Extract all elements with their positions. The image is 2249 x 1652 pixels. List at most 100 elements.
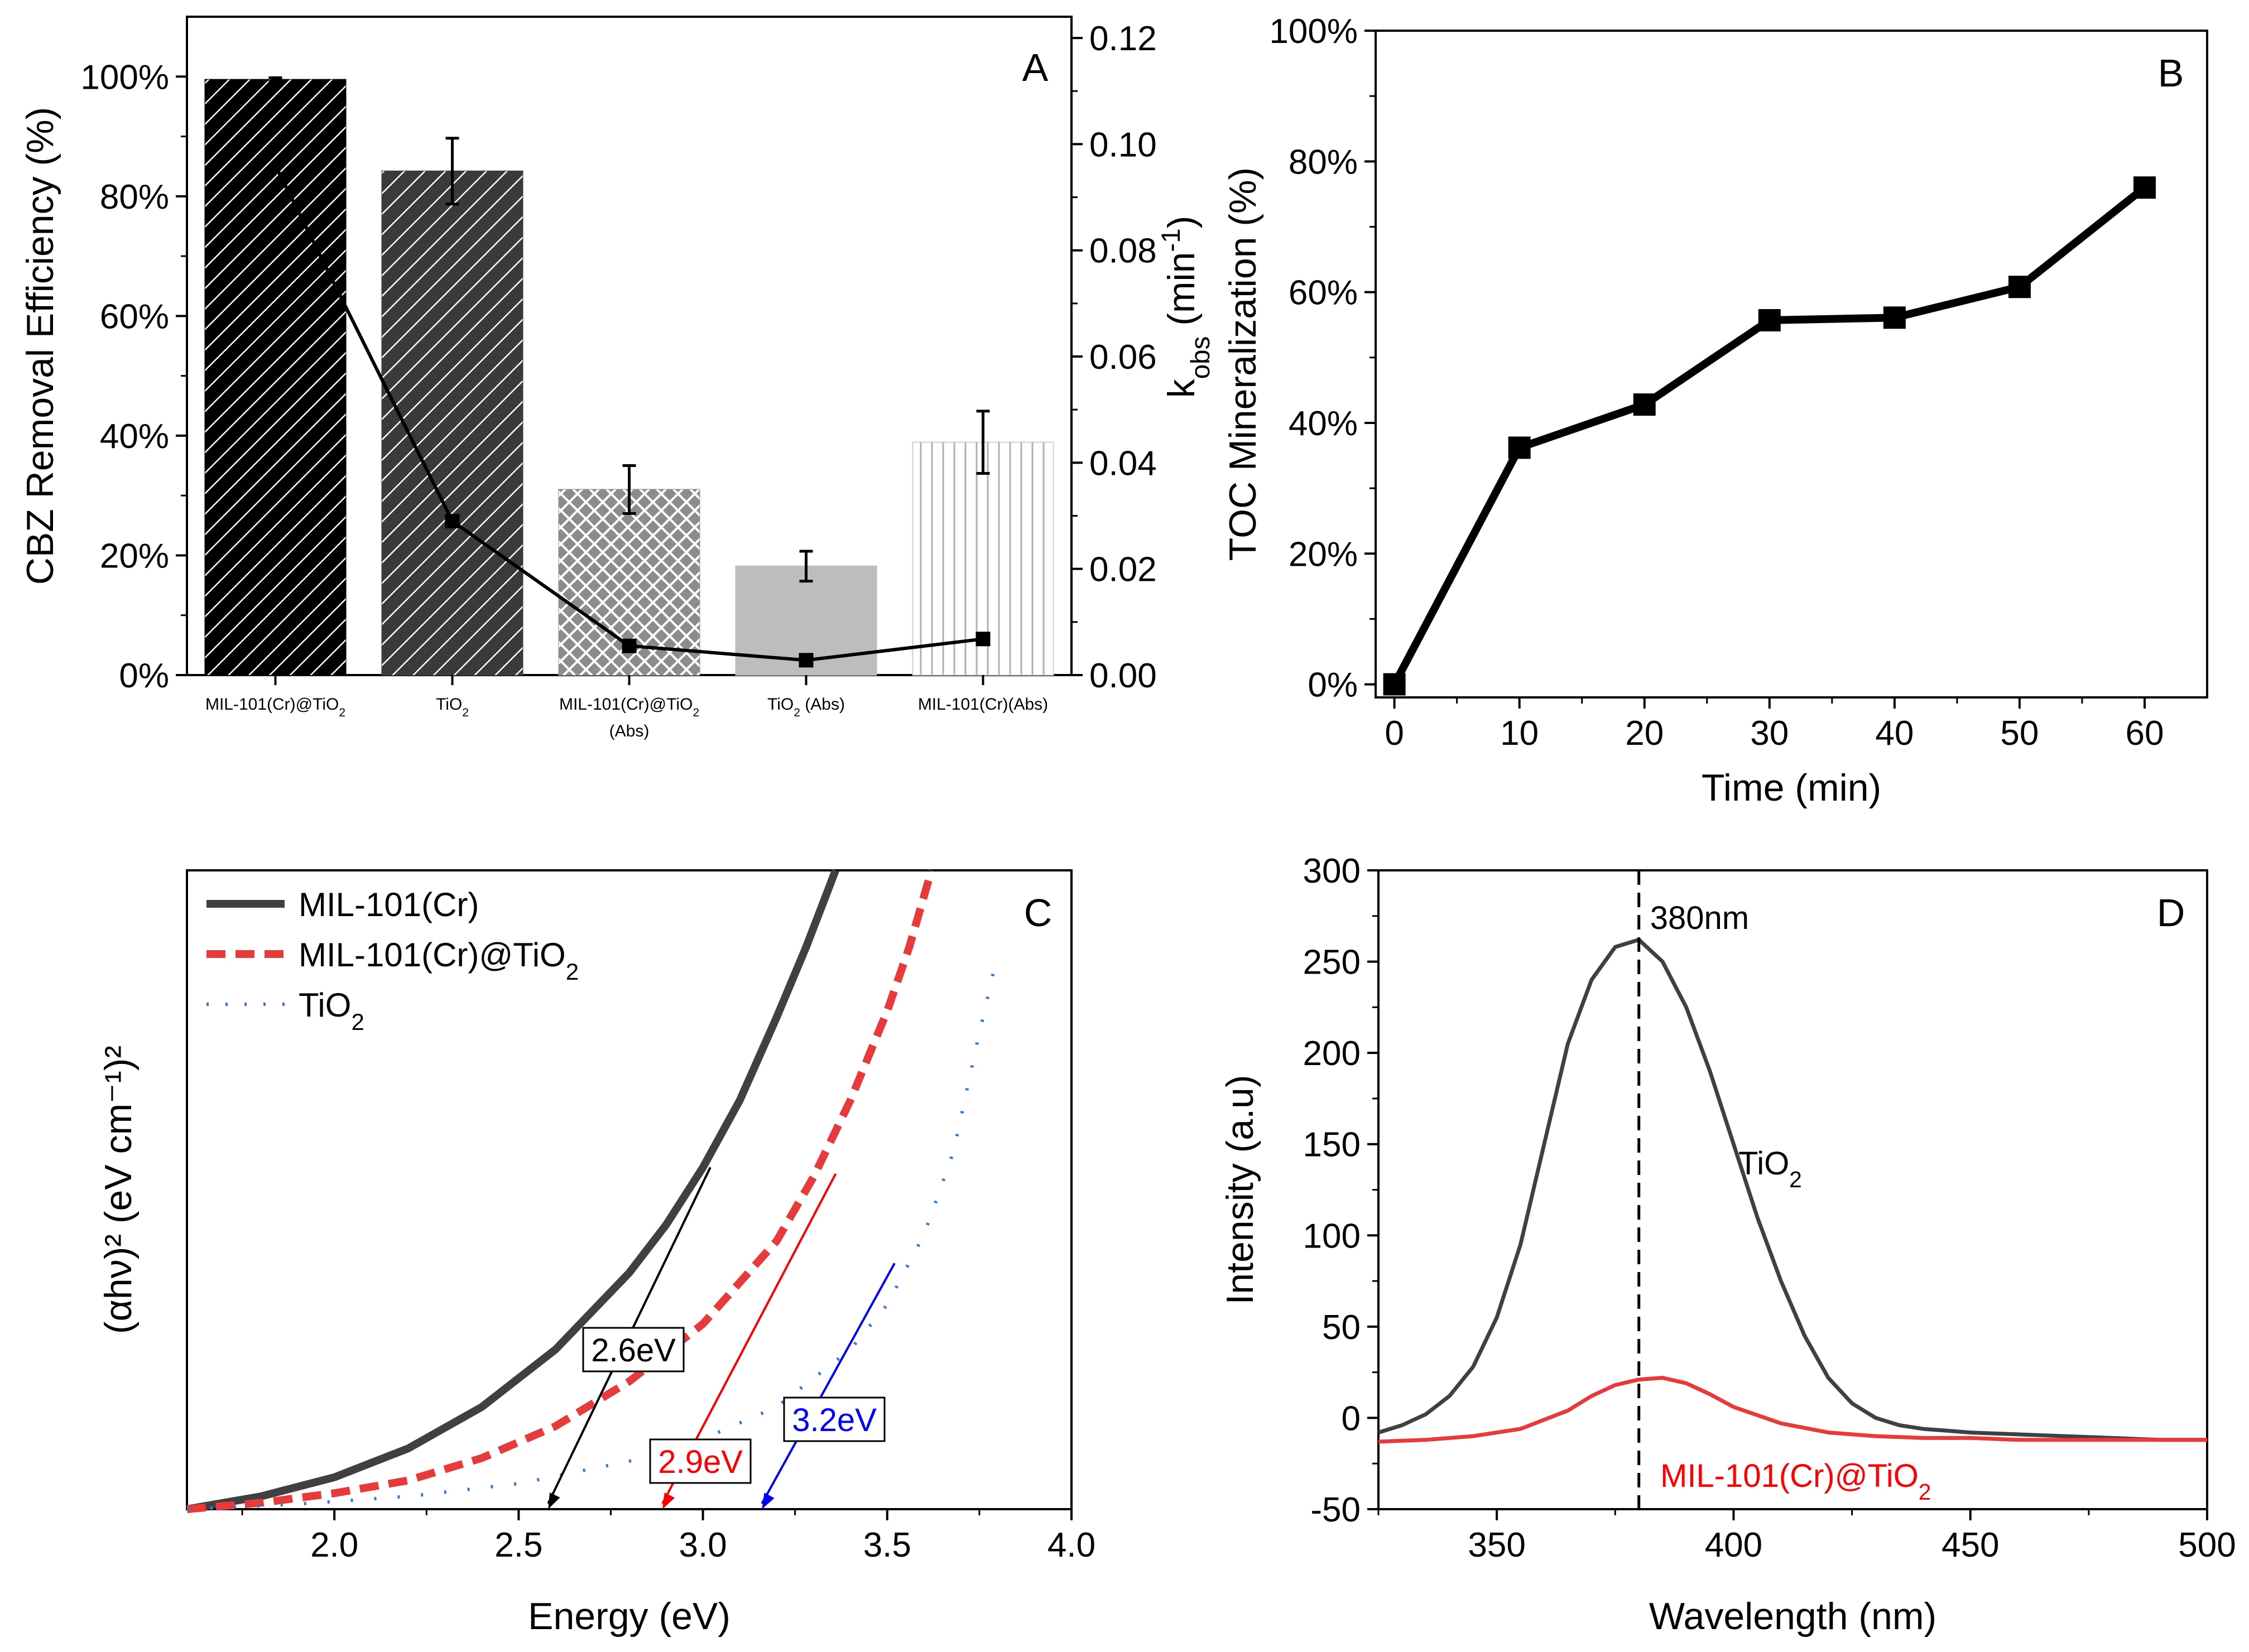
x-tick-label: 50 bbox=[2000, 714, 2039, 753]
series-label-composite: MIL-101(Cr)@TiO2 bbox=[1660, 1458, 1931, 1505]
y-axis-title: CBZ Removal Efficiency (%) bbox=[19, 107, 61, 585]
panel-a: MIL-101(Cr)@TiO2 TiO2 MIL-101(Cr)@TiO2 (Abs… bbox=[19, 16, 1215, 740]
annotation-label: 3.2eV bbox=[792, 1402, 877, 1438]
x-tick-label: TiO2 bbox=[436, 695, 469, 719]
x-tick-label: 500 bbox=[2178, 1526, 2236, 1564]
x-tick-label-line2: (Abs) bbox=[609, 722, 650, 740]
legend-label: MIL-101(Cr) bbox=[299, 886, 479, 923]
toc-point bbox=[2133, 176, 2156, 199]
y-tick-label: 250 bbox=[1303, 943, 1361, 982]
plot-frame bbox=[186, 869, 1073, 1510]
x-tick-label: 0 bbox=[1385, 714, 1404, 753]
pl-spectrum bbox=[1377, 937, 2207, 1442]
y-axis-title: TOC Mineralization (%) bbox=[1222, 167, 1264, 561]
panel-letter: A bbox=[1022, 46, 1049, 89]
toc-point bbox=[1383, 673, 1406, 696]
kobs-point bbox=[445, 514, 460, 529]
x-tick-label: 30 bbox=[1750, 714, 1789, 753]
y2-tick-label: 0.12 bbox=[1089, 20, 1157, 58]
series-line bbox=[186, 869, 839, 1513]
legend-label: TiO2 bbox=[299, 986, 364, 1035]
toc-point bbox=[1633, 393, 1656, 416]
y-tick-label: 20% bbox=[100, 537, 169, 575]
y2-axis-title: kobs (min-1) bbox=[1156, 216, 1215, 398]
x-tick-label: 400 bbox=[1705, 1526, 1762, 1564]
panel-c: 2.0 2.5 3.0 3.5 4.0 MIL-101(Cr) MIL-101(Cr)@Ti… bbox=[97, 869, 1095, 1637]
tangent-line bbox=[761, 1263, 896, 1504]
y-tick-label: 40% bbox=[100, 417, 169, 456]
toc-point bbox=[1758, 309, 1781, 332]
x-axis-title: Wavelength (nm) bbox=[1649, 1595, 1936, 1637]
y-tick-label: 150 bbox=[1303, 1126, 1361, 1164]
bar-pattern bbox=[205, 79, 346, 676]
x-axis-title: Energy (eV) bbox=[528, 1595, 731, 1637]
y-tick-label: 80% bbox=[100, 178, 169, 216]
panel-letter: C bbox=[1024, 891, 1053, 935]
y-tick-label: 80% bbox=[1289, 143, 1358, 181]
x-tick-label: TiO2 (Abs) bbox=[767, 695, 845, 719]
panel-letter: B bbox=[2158, 51, 2184, 95]
toc-line bbox=[1391, 184, 2147, 686]
panel-b: 0 10 20 30 40 50 60 0% 20% 40% 60% 80% 100% Time (min… bbox=[1222, 12, 2208, 809]
x-tick-label: 60 bbox=[2125, 714, 2164, 753]
y-tick-label: 60% bbox=[100, 297, 169, 336]
y2-tick-label: 0.08 bbox=[1089, 232, 1157, 271]
y-axis-title: Intensity (a.u) bbox=[1219, 1075, 1261, 1305]
y2-tick-label: 0.06 bbox=[1089, 338, 1157, 377]
kobs-point bbox=[799, 653, 814, 668]
panel-d: 350 400 450 500 -50 0 50 100 150 200 250 300 380nm Ti… bbox=[1219, 852, 2236, 1637]
x-tick-label: 450 bbox=[1942, 1526, 1999, 1564]
y-tick-label: 50 bbox=[1322, 1308, 1361, 1347]
y-tick-label: 300 bbox=[1303, 852, 1361, 890]
x-tick-label: 2.5 bbox=[494, 1526, 542, 1564]
tangent-arrowhead bbox=[662, 1492, 675, 1509]
x-tick-label: MIL-101(Cr)@TiO2 bbox=[559, 695, 699, 719]
y-tick-label: 100% bbox=[1269, 12, 1358, 51]
tangent-arrowhead bbox=[762, 1492, 775, 1509]
x-axis-title: Time (min) bbox=[1702, 767, 1881, 809]
x-tick-label: 2.0 bbox=[310, 1526, 358, 1564]
annotation-label: 2.9eV bbox=[658, 1444, 743, 1480]
series-label-tio2: TiO2 bbox=[1738, 1145, 1802, 1192]
toc-point bbox=[1883, 306, 1906, 329]
legend-label: MIL-101(Cr)@TiO2 bbox=[299, 936, 579, 985]
kobs-point bbox=[622, 638, 637, 653]
y-axis-title: (αhν)² (eV cm⁻¹)² bbox=[97, 1046, 140, 1334]
annotation-box bbox=[783, 1396, 886, 1442]
y-tick-label: 100 bbox=[1303, 1217, 1361, 1255]
kobs-point bbox=[975, 632, 991, 647]
y-tick-label: -50 bbox=[1310, 1491, 1361, 1529]
annotation-box bbox=[649, 1438, 752, 1484]
y-tick-label: 0% bbox=[1308, 666, 1358, 705]
x-tick-label: 3.0 bbox=[679, 1526, 727, 1564]
x-tick-label: 40 bbox=[1875, 714, 1914, 753]
y2-tick-label: 0.04 bbox=[1089, 444, 1157, 483]
y2-tick-label: 0.00 bbox=[1089, 657, 1157, 695]
y-tick-label: 100% bbox=[80, 58, 169, 97]
series-line bbox=[186, 869, 935, 1513]
peak-label: 380nm bbox=[1650, 900, 1749, 936]
toc-point bbox=[1508, 436, 1531, 459]
y-tick-label: 40% bbox=[1289, 404, 1358, 443]
annotation-box bbox=[582, 1327, 685, 1372]
y-tick-label: 0% bbox=[119, 657, 169, 695]
panel-letter: D bbox=[2157, 891, 2185, 935]
x-tick-label: MIL-101(Cr)(Abs) bbox=[918, 695, 1048, 714]
x-tick-label: 3.5 bbox=[863, 1526, 911, 1564]
y-tick-label: 200 bbox=[1303, 1034, 1361, 1073]
pl-spectrum bbox=[1378, 1376, 2207, 1444]
x-tick-label: 350 bbox=[1468, 1526, 1525, 1564]
annotation-label: 2.6eV bbox=[591, 1332, 676, 1369]
y-tick-label: 60% bbox=[1289, 274, 1358, 312]
x-tick-label: 20 bbox=[1625, 714, 1664, 753]
plot-frame bbox=[1375, 30, 2208, 699]
x-tick-label: 4.0 bbox=[1047, 1526, 1095, 1564]
y-tick-label: 0 bbox=[1342, 1399, 1361, 1438]
tangent-arrowhead bbox=[548, 1492, 560, 1509]
y-tick-label: 20% bbox=[1289, 535, 1358, 574]
y2-tick-label: 0.02 bbox=[1089, 551, 1157, 589]
x-tick-label: MIL-101(Cr)@TiO2 bbox=[205, 695, 345, 719]
x-tick-label: 10 bbox=[1500, 714, 1539, 753]
y2-tick-label: 0.10 bbox=[1089, 126, 1157, 164]
